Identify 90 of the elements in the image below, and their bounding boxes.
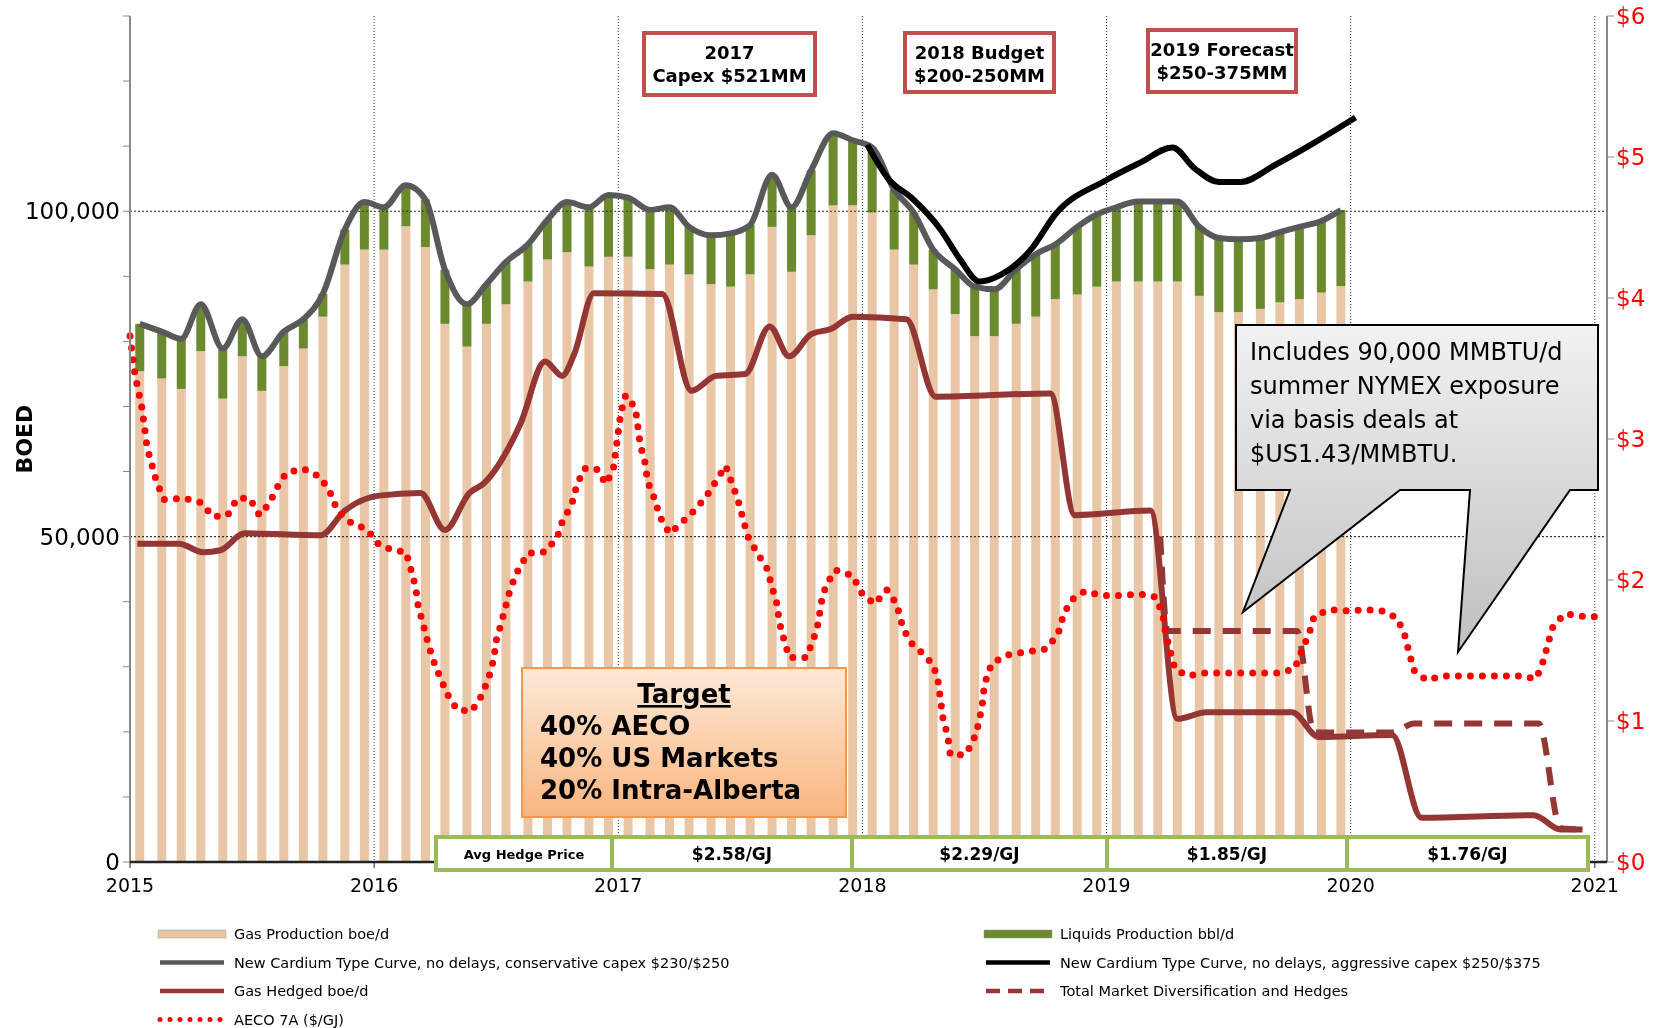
y-axis-title: BOED	[12, 404, 37, 474]
y2-tick-label: $1	[1616, 708, 1646, 734]
y2-tick-label: $5	[1616, 144, 1646, 170]
bar	[889, 189, 899, 250]
bar	[584, 207, 594, 267]
legend-label: Total Market Diversification and Hedges	[1059, 983, 1349, 999]
bar	[1111, 207, 1121, 282]
bar	[970, 286, 980, 337]
annotation: $2.58/GJ	[691, 844, 773, 864]
bar	[1133, 201, 1143, 282]
legend-label: Gas Production boe/d	[234, 926, 390, 942]
annotation: $1.76/GJ	[1427, 844, 1508, 864]
x-tick-label: 2017	[594, 874, 643, 896]
annotation: $2.29/GJ	[939, 844, 1020, 864]
bar	[1072, 226, 1082, 295]
bar	[623, 197, 633, 257]
y-tick-label: 100,000	[24, 198, 120, 225]
bar	[1316, 220, 1326, 293]
bar	[645, 209, 655, 270]
bar	[379, 207, 389, 250]
x-tick-label: 2018	[838, 874, 887, 896]
annotation: 2017 Capex $521MM	[652, 42, 807, 86]
bar	[420, 247, 430, 862]
bar	[989, 289, 999, 337]
bar	[340, 264, 350, 862]
x-tick-label: 2021	[1570, 874, 1619, 896]
bar	[1255, 237, 1265, 309]
y-tick-label: 50,000	[39, 523, 120, 550]
bar	[359, 249, 369, 862]
bar	[196, 351, 206, 862]
bar	[1050, 244, 1060, 300]
bar	[665, 207, 675, 265]
annotation: $1.85/GJ	[1186, 844, 1268, 864]
bar	[1153, 201, 1163, 282]
y2-tick-label: $4	[1616, 285, 1646, 311]
bar	[562, 202, 572, 253]
bar	[726, 233, 736, 287]
bar	[176, 338, 186, 389]
bar	[745, 224, 755, 275]
bar	[257, 390, 267, 862]
bar	[1336, 209, 1346, 287]
bar	[848, 140, 858, 206]
annotation: Target 40% AECO 40% US Markets 20% Intra-Alberta	[540, 679, 802, 805]
annotation: Avg Hedge Price	[463, 847, 585, 862]
bar	[1092, 214, 1102, 287]
annotation: 2018 Budget $200-250MM	[914, 42, 1045, 86]
y2-tick-label: $6	[1616, 3, 1646, 29]
bar	[1011, 269, 1021, 324]
bar	[1172, 201, 1182, 282]
legend-label: Liquids Production bbl/d	[1060, 926, 1235, 942]
annotation: 2019 Forecast $250-375MM	[1150, 39, 1295, 83]
bar	[318, 316, 328, 862]
bar	[462, 304, 472, 347]
legend-label: Gas Hedged boe/d	[234, 983, 369, 999]
y2-tick-label: $3	[1616, 426, 1646, 452]
legend-label: New Cardium Type Curve, no delays, conservative capex $230/$250	[234, 954, 730, 971]
bar	[379, 249, 389, 862]
legend-label: New Cardium Type Curve, no delays, aggressive capex $250/$375	[1060, 954, 1541, 971]
bar	[176, 388, 186, 862]
x-tick-label: 2016	[349, 874, 399, 896]
bar	[401, 226, 411, 862]
bar	[279, 366, 289, 862]
y2-tick-label: $0	[1616, 849, 1646, 875]
bar	[1031, 254, 1041, 317]
annotation: Includes 90,000 MMBTU/d summer NYMEX exposure via basis deals at $US1.43/MMBTU.	[1250, 338, 1563, 468]
bar	[828, 133, 838, 206]
x-tick-label: 2020	[1326, 874, 1375, 896]
bar	[157, 331, 167, 379]
bar	[1275, 232, 1285, 303]
bar	[218, 398, 228, 862]
y-tick-label: 0	[105, 849, 120, 875]
bar	[1214, 237, 1224, 313]
bar	[1294, 226, 1304, 300]
bar	[257, 356, 267, 391]
y2-tick-label: $2	[1616, 567, 1646, 593]
x-tick-label: 2019	[1082, 874, 1131, 896]
bar	[787, 207, 797, 272]
bar	[157, 378, 167, 862]
bar	[706, 235, 716, 285]
bar	[684, 226, 694, 275]
bar	[135, 371, 145, 862]
bar	[218, 348, 228, 399]
x-tick-label: 2015	[105, 874, 155, 896]
bar	[359, 202, 369, 250]
legend-label: AECO 7A ($/GJ)	[234, 1011, 344, 1028]
bar	[1233, 239, 1243, 313]
bar	[1194, 226, 1204, 296]
bar	[298, 348, 308, 862]
bar	[237, 356, 247, 862]
bar	[135, 323, 145, 372]
